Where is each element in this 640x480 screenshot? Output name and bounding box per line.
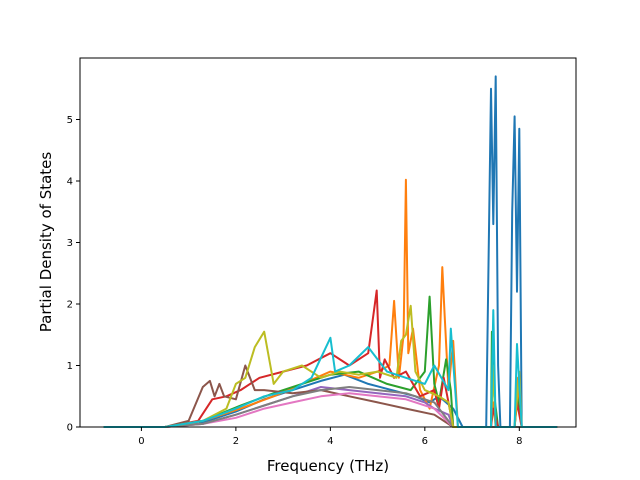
x-tick-label: 8 [516, 436, 522, 447]
y-tick-label: 0 [67, 423, 73, 434]
x-tick-label: 0 [138, 436, 144, 447]
x-tick-label: 2 [233, 436, 239, 447]
x-tick-label: 6 [422, 436, 428, 447]
tick-layer: 0 2 4 6 8 0 1 2 3 4 5 [67, 115, 523, 447]
y-tick-label: 4 [67, 177, 73, 188]
x-axis-label: Frequency (THz) [267, 457, 389, 475]
series-line-6 [103, 364, 558, 428]
series-line-8 [103, 386, 558, 428]
y-tick-label: 2 [67, 300, 73, 311]
x-tick-label: 4 [327, 436, 333, 447]
series-line-9 [103, 304, 558, 428]
y-tick-label: 5 [67, 115, 73, 126]
y-tick-label: 1 [67, 361, 73, 372]
y-tick-label: 3 [67, 238, 73, 249]
y-axis-label: Partial Density of States [37, 152, 55, 333]
